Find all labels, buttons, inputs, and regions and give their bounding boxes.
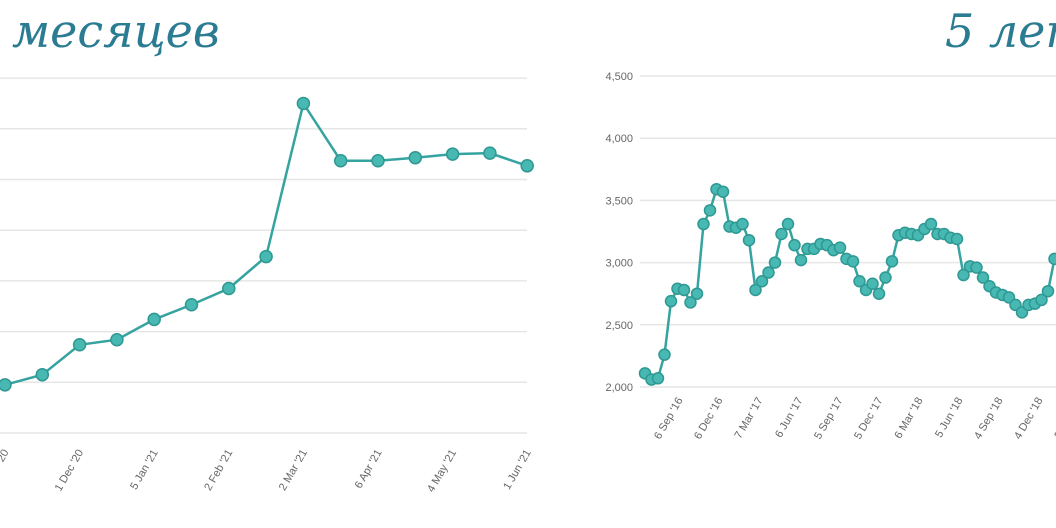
- left-data-point: [147, 312, 161, 327]
- left-data-point: [222, 281, 236, 296]
- left-x-tick-label: 1 Jun '21: [501, 448, 534, 492]
- right-data-point: [768, 256, 782, 269]
- right-data-point: [658, 348, 671, 361]
- right-data-point: [1035, 293, 1048, 307]
- left-x-tick-label: 3 Nov '20: [0, 448, 12, 494]
- right-x-tick-label: 7 Mar '17: [732, 396, 765, 441]
- right-data-point: [976, 271, 990, 284]
- right-y-tick-label: 2,500: [605, 320, 633, 332]
- right-y-tick-label: 4,000: [605, 133, 633, 145]
- right-data-point: [885, 255, 899, 268]
- right-x-tick-label: 5 Mar '19: [1052, 396, 1056, 441]
- right-x-tick-label: 4 Dec '18: [1012, 396, 1045, 442]
- left-data-point: [333, 153, 348, 168]
- right-x-tick-label: 6 Sep '16: [652, 396, 685, 442]
- right-data-point: [690, 287, 704, 300]
- left-data-point: [445, 147, 460, 161]
- right-data-point: [742, 233, 756, 247]
- right-data-point: [762, 266, 775, 279]
- right-data-point: [697, 217, 710, 231]
- right-data-point: [781, 217, 795, 231]
- right-x-tick-label: 4 Sep '18: [972, 396, 1005, 442]
- left-data-point: [35, 367, 50, 382]
- right-data-point: [651, 372, 665, 385]
- right-data-point: [879, 271, 892, 284]
- right-x-tick-label: 5 Sep '17: [812, 396, 845, 442]
- left-x-tick-label: 1 Dec '20: [53, 448, 86, 494]
- right-x-tick-label: 6 Jun '17: [773, 396, 806, 440]
- right-x-tick-label: 5 Jun '18: [933, 396, 966, 440]
- right-data-point: [794, 253, 808, 267]
- right-data-point: [664, 294, 678, 308]
- left-x-tick-label: 4 May '21: [425, 448, 459, 495]
- right-data-point: [716, 185, 730, 198]
- right-data-point: [749, 283, 762, 297]
- right-y-tick-label: 3,500: [605, 195, 633, 207]
- left-data-point: [520, 159, 534, 173]
- right-data-point: [957, 268, 970, 282]
- right-data-point: [866, 277, 879, 290]
- right-data-point: [833, 241, 847, 254]
- right-y-tick-label: 4,500: [605, 71, 633, 83]
- left-data-point: [110, 332, 124, 347]
- left-x-tick-label: 6 Apr '21: [353, 448, 385, 491]
- right-x-tick-label: 6 Mar '18: [892, 396, 925, 441]
- right-data-point: [1041, 284, 1055, 298]
- left-data-point: [72, 338, 87, 352]
- right-data-point: [736, 217, 749, 231]
- right-data-point: [788, 238, 801, 252]
- left-chart-title: месяцев: [12, 4, 220, 58]
- right-data-point: [924, 217, 938, 231]
- left-data-point: [296, 96, 311, 111]
- right-x-tick-label: 6 Dec '16: [692, 396, 725, 442]
- right-data-point: [677, 283, 691, 297]
- left-data-point: [259, 249, 273, 264]
- left-data-point: [184, 297, 199, 312]
- right-data-point: [872, 287, 886, 300]
- left-data-point: [408, 150, 423, 165]
- left-x-tick-label: 5 Jan '21: [128, 448, 161, 492]
- right-data-point: [775, 227, 788, 241]
- left-data-point: [371, 153, 385, 168]
- right-data-point: [703, 204, 717, 217]
- right-y-tick-label: 2,000: [605, 382, 633, 394]
- right-data-point: [853, 275, 866, 288]
- right-y-tick-label: 3,000: [605, 258, 633, 270]
- left-x-tick-label: 2 Mar '21: [277, 448, 310, 493]
- left-x-tick-label: 2 Feb '21: [202, 448, 235, 493]
- right-data-point: [684, 296, 697, 309]
- right-data-point: [970, 261, 983, 274]
- right-data-point: [950, 232, 964, 246]
- right-data-point: [755, 275, 769, 288]
- right-data-point: [1048, 252, 1056, 266]
- right-data-point: [846, 255, 860, 268]
- left-data-point: [483, 146, 497, 160]
- right-x-tick-label: 5 Dec '17: [852, 396, 885, 442]
- left-data-point: [0, 378, 12, 392]
- right-chart-title: 5 лет: [945, 4, 1056, 58]
